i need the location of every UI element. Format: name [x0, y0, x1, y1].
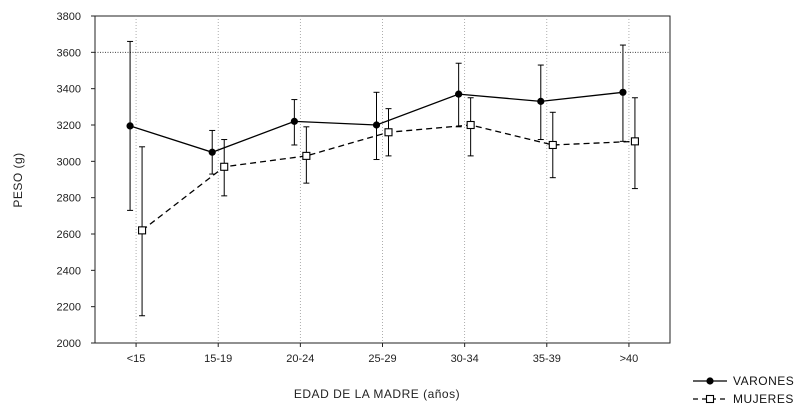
y-tick-label: 3400 [57, 84, 81, 96]
x-tick-label: 20-24 [286, 353, 314, 365]
y-tick-label: 3200 [57, 120, 81, 132]
data-point [537, 97, 545, 105]
data-point [619, 88, 627, 96]
data-point [466, 120, 475, 130]
y-tick-label: 2600 [57, 229, 81, 241]
y-tick-label: 2800 [57, 193, 81, 205]
x-axis: <15 15-19 20-24 25-29 30-34 35-39 >40 [127, 16, 639, 365]
series-layer [126, 40, 639, 317]
legend-item: MUJERES [693, 392, 794, 406]
legend-item: VARONES [693, 374, 794, 388]
legend-marker [705, 394, 715, 404]
data-point [630, 137, 639, 146]
x-tick-label: 35-39 [533, 353, 561, 365]
legend-label: VARONES [733, 374, 794, 388]
y-axis: 2000 2200 2400 2600 2800 3000 3200 3400 3600 3800 [57, 11, 95, 350]
x-tick-label: 15-19 [204, 353, 232, 365]
data-point [138, 226, 147, 235]
series-mujeres [138, 97, 639, 317]
y-tick-label: 3800 [57, 11, 81, 23]
legend-label: MUJERES [733, 392, 794, 406]
y-tick-label: 2000 [57, 338, 81, 350]
data-point [372, 121, 381, 129]
series-varones [126, 40, 627, 211]
data-point [548, 140, 557, 150]
data-point [126, 122, 134, 130]
data-point [220, 162, 229, 171]
data-point [384, 128, 393, 137]
x-tick-label: 30-34 [451, 353, 479, 365]
y-tick-label: 2400 [57, 265, 81, 277]
x-tick-label: 25-29 [368, 353, 396, 365]
data-point [290, 117, 298, 125]
data-point [455, 90, 463, 98]
y-tick-label: 3600 [57, 47, 81, 59]
x-axis-title: EDAD DE LA MADRE (años) [294, 387, 460, 401]
y-tick-label: 2200 [57, 302, 81, 314]
plot-frame [94, 15, 671, 344]
legend: VARONES MUJERES [693, 374, 794, 406]
data-point [208, 148, 216, 156]
x-tick-label: <15 [127, 353, 146, 365]
x-tick-label: >40 [620, 353, 639, 365]
data-point [302, 151, 311, 160]
y-axis-title: PESO (g) [11, 152, 25, 207]
y-tick-label: 3000 [57, 156, 81, 168]
legend-marker [706, 377, 714, 385]
